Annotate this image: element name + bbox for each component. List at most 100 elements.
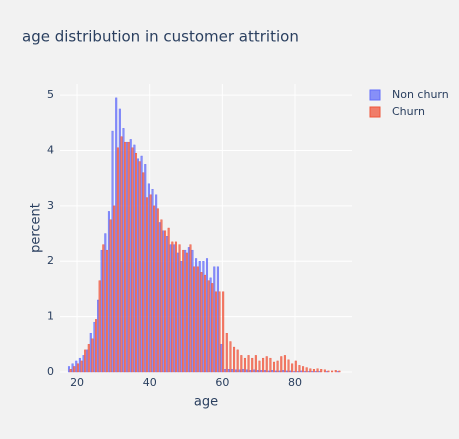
bar bbox=[227, 369, 230, 373]
bar bbox=[178, 244, 181, 373]
bar bbox=[222, 291, 225, 373]
bar bbox=[97, 299, 100, 373]
bar bbox=[138, 161, 141, 373]
bar bbox=[195, 258, 198, 373]
bar bbox=[207, 280, 210, 373]
bar bbox=[124, 141, 127, 373]
bar bbox=[224, 369, 227, 373]
bar bbox=[116, 147, 119, 373]
bar bbox=[202, 261, 205, 373]
bar bbox=[87, 344, 90, 373]
bar bbox=[318, 371, 321, 373]
bar bbox=[78, 357, 81, 373]
bar bbox=[107, 211, 110, 373]
bar bbox=[245, 369, 248, 373]
bar bbox=[282, 370, 285, 373]
y-tick-label: 1 bbox=[47, 310, 54, 323]
bar bbox=[126, 141, 129, 373]
bar bbox=[314, 371, 317, 373]
bar bbox=[113, 205, 116, 373]
bar bbox=[102, 244, 105, 373]
bar bbox=[169, 244, 172, 373]
bar bbox=[256, 370, 259, 373]
bar bbox=[82, 355, 85, 373]
bar bbox=[182, 249, 185, 373]
y-tick-label: 5 bbox=[47, 88, 54, 101]
bar bbox=[134, 153, 138, 373]
bar bbox=[185, 252, 188, 373]
bar bbox=[120, 136, 123, 373]
bar bbox=[153, 205, 156, 373]
bar bbox=[298, 365, 301, 373]
bar bbox=[191, 249, 194, 373]
bar bbox=[84, 349, 87, 373]
bar bbox=[213, 266, 216, 373]
bar bbox=[115, 97, 118, 373]
bar bbox=[142, 172, 145, 373]
bar bbox=[131, 147, 134, 373]
bar bbox=[171, 241, 174, 373]
bar bbox=[285, 370, 288, 373]
bar bbox=[71, 363, 74, 373]
y-axis-title: percent bbox=[29, 203, 44, 253]
bar bbox=[269, 357, 272, 373]
x-tick-label: 40 bbox=[143, 376, 157, 389]
bar bbox=[164, 230, 167, 373]
x-axis-title: age bbox=[194, 395, 218, 410]
bar bbox=[235, 369, 238, 373]
bar bbox=[280, 356, 283, 373]
bar bbox=[296, 371, 299, 373]
bar bbox=[73, 366, 76, 373]
bar bbox=[176, 252, 179, 373]
bar bbox=[189, 244, 192, 373]
bar bbox=[311, 371, 314, 373]
bar bbox=[174, 241, 177, 373]
bar bbox=[304, 371, 307, 373]
bar bbox=[249, 370, 252, 373]
bar bbox=[262, 357, 265, 373]
bar bbox=[145, 197, 148, 373]
legend-label[interactable]: Churn bbox=[392, 105, 425, 118]
bar bbox=[264, 370, 267, 373]
bar bbox=[100, 249, 103, 373]
bar bbox=[251, 357, 254, 373]
bar bbox=[98, 280, 101, 373]
bar bbox=[162, 230, 165, 373]
bar bbox=[316, 368, 319, 373]
bar bbox=[193, 266, 196, 373]
bar bbox=[325, 371, 328, 373]
x-tick-label: 80 bbox=[288, 376, 302, 389]
bar bbox=[166, 236, 169, 373]
bar bbox=[209, 277, 212, 373]
bar bbox=[127, 141, 130, 373]
bar bbox=[158, 222, 161, 373]
bar bbox=[155, 194, 158, 373]
bar bbox=[294, 360, 297, 373]
x-tick-label: 20 bbox=[70, 376, 84, 389]
bar bbox=[289, 370, 292, 373]
bar bbox=[229, 341, 232, 373]
bar bbox=[105, 249, 108, 373]
y-tick-label: 2 bbox=[47, 254, 54, 267]
bar bbox=[267, 370, 270, 373]
legend-swatch[interactable] bbox=[369, 106, 381, 118]
legend-label[interactable]: Non churn bbox=[392, 88, 449, 101]
bar bbox=[151, 189, 154, 373]
bar bbox=[247, 355, 250, 373]
bar bbox=[254, 355, 257, 373]
legend-swatch[interactable] bbox=[369, 89, 381, 101]
bar bbox=[323, 369, 326, 373]
bar bbox=[218, 291, 221, 373]
bar bbox=[160, 219, 163, 373]
bar bbox=[309, 368, 312, 373]
bar bbox=[203, 274, 207, 373]
bar bbox=[216, 266, 219, 373]
bar bbox=[111, 130, 114, 373]
chart-title: age distribution in customer attrition bbox=[22, 28, 299, 46]
bar bbox=[118, 108, 121, 373]
bar bbox=[133, 144, 136, 373]
bar bbox=[300, 370, 303, 373]
bar bbox=[144, 164, 147, 373]
bar bbox=[276, 360, 279, 373]
bar bbox=[167, 227, 170, 373]
